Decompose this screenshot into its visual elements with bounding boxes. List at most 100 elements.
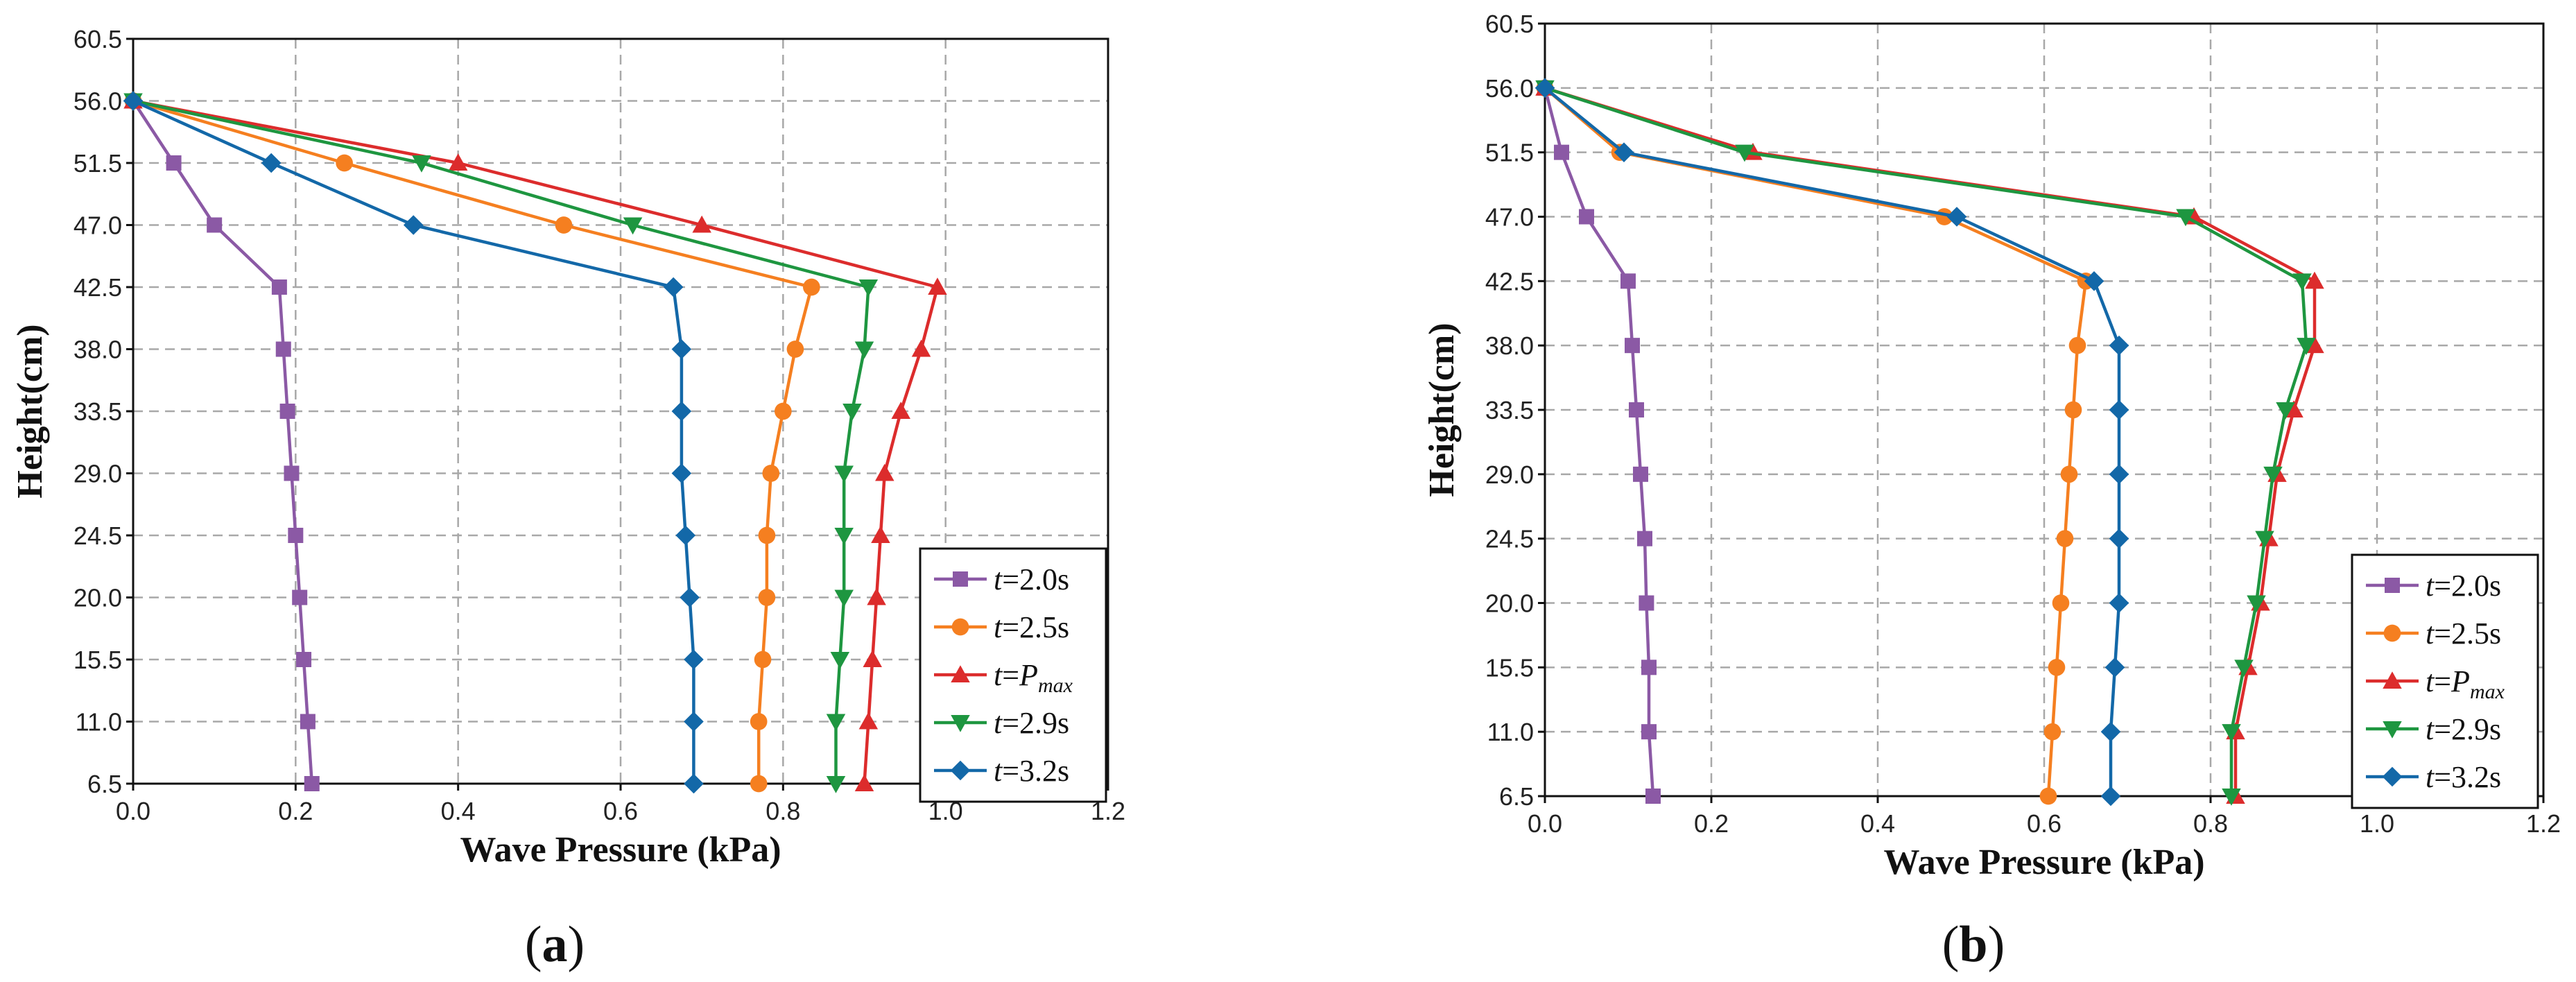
- data-point: [1641, 660, 1657, 675]
- legend-var: t: [2426, 664, 2435, 698]
- data-point: [2068, 336, 2086, 354]
- legend-label: t=2.9s: [994, 706, 1069, 740]
- y-tick-label: 33.5: [1485, 396, 1534, 424]
- data-point: [275, 341, 291, 357]
- data-point: [911, 339, 931, 357]
- data-point: [684, 712, 704, 732]
- legend-var: t: [2426, 712, 2435, 746]
- data-point: [2084, 271, 2104, 291]
- x-tick-label: 0.2: [1694, 809, 1729, 838]
- y-tick-label: 60.5: [1485, 10, 1534, 38]
- data-point: [854, 774, 874, 791]
- legend-label: t=Pmax: [2426, 664, 2505, 703]
- series-line-2: [132, 99, 940, 784]
- legend-var: t: [2426, 617, 2435, 651]
- legend-marker: [2383, 624, 2401, 642]
- data-point: [834, 589, 854, 608]
- data-point: [2255, 531, 2274, 549]
- legend-label: t=Pmax: [994, 658, 1073, 697]
- data-point: [1535, 78, 1555, 98]
- series-line-0: [132, 100, 314, 784]
- panel-caption-close: ): [1988, 916, 2005, 973]
- legend-marker: [2385, 578, 2400, 593]
- data-point: [671, 339, 692, 359]
- x-tick-label: 0.2: [278, 797, 313, 825]
- y-tick-label: 11.0: [76, 708, 122, 736]
- y-tick-label: 20.0: [74, 584, 122, 612]
- data-point: [928, 277, 947, 295]
- x-tick-label: 0.6: [2027, 809, 2061, 838]
- panel-caption-letter: b: [1959, 916, 1987, 973]
- legend-label: t=2.9s: [2426, 712, 2501, 746]
- data-point: [2100, 721, 2121, 742]
- y-tick-label: 51.5: [74, 149, 122, 178]
- data-point: [2064, 401, 2082, 419]
- legend-pmax-subscript: max: [1038, 674, 1073, 697]
- data-point: [1629, 402, 1644, 417]
- data-point: [671, 463, 692, 483]
- data-point: [684, 649, 704, 670]
- x-tick-label: 0.0: [1528, 809, 1562, 838]
- data-point: [2305, 336, 2324, 354]
- y-tick-label: 29.0: [1485, 460, 1534, 489]
- data-point: [663, 277, 684, 298]
- legend-marker: [2382, 766, 2403, 787]
- data-point: [123, 91, 144, 111]
- data-point: [1579, 209, 1594, 225]
- legend-marker: [953, 571, 968, 587]
- data-point: [2060, 465, 2078, 483]
- data-point: [2276, 402, 2295, 420]
- data-point: [826, 714, 846, 732]
- y-tick-label: 56.0: [1485, 74, 1534, 103]
- legend-value: =3.2s: [1002, 754, 1069, 788]
- data-point: [1614, 142, 1634, 162]
- data-point: [2222, 724, 2241, 741]
- data-point: [2247, 595, 2266, 613]
- legend-value: =: [2434, 664, 2451, 698]
- data-point: [1641, 724, 1657, 740]
- data-point: [2222, 789, 2241, 806]
- data-point: [2052, 594, 2070, 612]
- legend-marker: [2383, 721, 2402, 739]
- legend-marker: [951, 618, 969, 636]
- data-point: [2109, 335, 2129, 356]
- legend-pmax-subscript: max: [2470, 680, 2505, 703]
- data-point: [166, 155, 182, 171]
- data-point: [300, 714, 315, 730]
- x-tick-label: 0.4: [1860, 809, 1895, 838]
- data-point: [2234, 660, 2254, 678]
- data-point: [2100, 786, 2121, 807]
- legend-value: =2.9s: [2434, 712, 2501, 746]
- data-point: [1625, 338, 1640, 354]
- x-tick-label: 0.0: [116, 797, 150, 825]
- y-tick-label: 24.5: [1485, 525, 1534, 553]
- data-point: [2305, 271, 2324, 289]
- legend-var: t: [994, 658, 1003, 692]
- data-point: [1946, 207, 1967, 227]
- x-axis-label: Wave Pressure (kPa): [460, 830, 781, 870]
- data-point: [754, 651, 772, 669]
- data-point: [623, 217, 643, 235]
- data-point: [750, 713, 768, 730]
- chart-panel-a: 0.0 0.2 0.4 0.6 0.8 1.0 1.26.511.015.520.024.5…: [10, 25, 1125, 973]
- legend-label: t=2.0s: [994, 562, 1069, 596]
- legend-var: t: [994, 562, 1003, 596]
- data-point: [775, 402, 792, 420]
- data-point: [871, 526, 890, 543]
- data-point: [2109, 593, 2129, 613]
- x-tick-label: 0.8: [2193, 809, 2228, 838]
- series-line-0: [1543, 87, 1655, 797]
- data-point: [1645, 789, 1661, 804]
- data-point: [750, 775, 768, 793]
- series-line-4: [132, 99, 695, 784]
- y-axis-label: Height(cm): [10, 324, 50, 498]
- series-line-4: [1544, 87, 2121, 796]
- y-tick-label: 6.5: [1499, 782, 1534, 811]
- data-point: [1639, 595, 1654, 611]
- data-point: [671, 401, 692, 422]
- y-tick-label: 47.0: [74, 212, 122, 240]
- legend-label: t=2.5s: [994, 610, 1069, 644]
- legend-marker: [950, 760, 971, 781]
- y-tick-label: 56.0: [74, 87, 122, 116]
- data-point: [803, 278, 820, 296]
